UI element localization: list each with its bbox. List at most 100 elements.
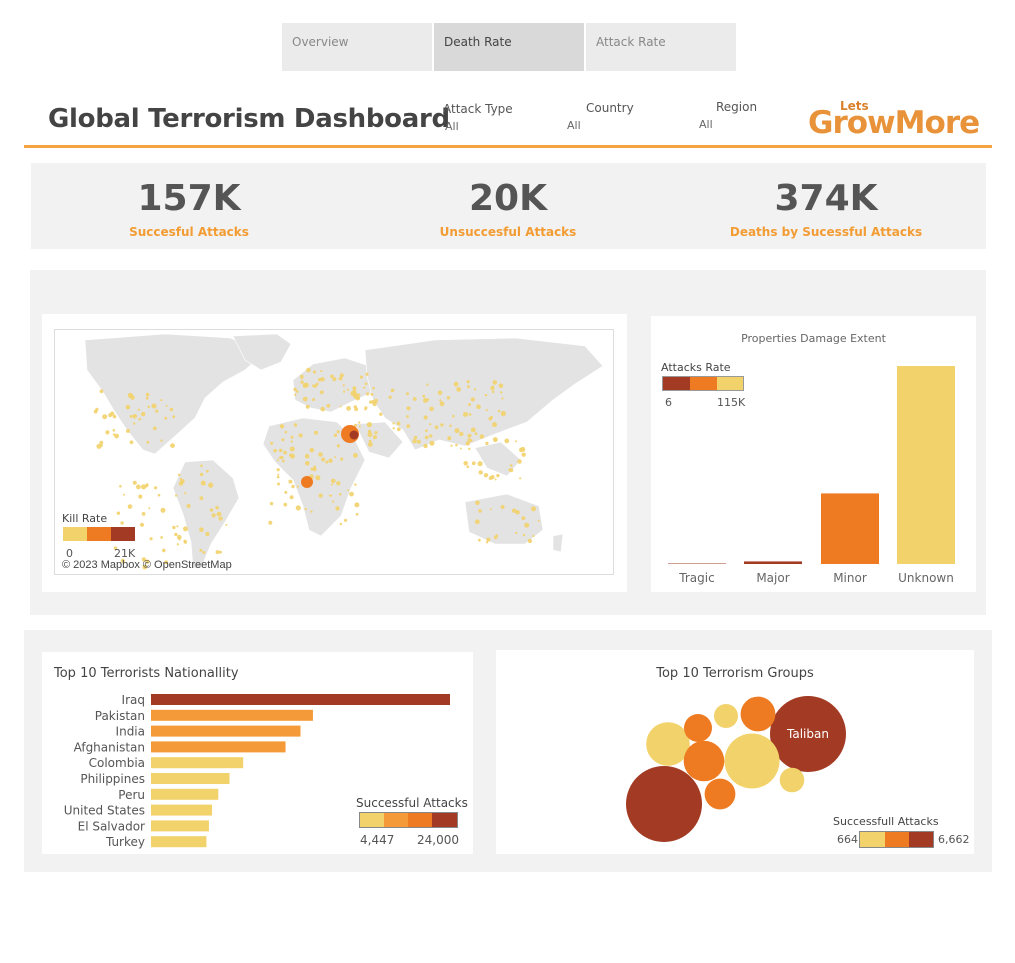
map-incident-dot: [305, 404, 310, 409]
map-incident-dot: [434, 425, 439, 430]
filter-country-value[interactable]: All: [567, 119, 581, 132]
kpi-unsuccessful-attacks: 20K Unsuccesful Attacks: [358, 179, 658, 240]
group-bubble[interactable]: [724, 733, 780, 789]
tab-attack-rate[interactable]: Attack Rate: [586, 23, 736, 71]
kpi-panel: 157K Succesful Attacks 20K Unsuccesful A…: [31, 163, 986, 249]
map-incident-dot: [276, 468, 280, 472]
map-incident-dot: [492, 422, 497, 428]
map-incident-dot: [331, 478, 336, 484]
map-incident-dot: [138, 494, 143, 499]
map-incident-dot: [491, 390, 495, 393]
nationality-label: India: [116, 725, 145, 739]
map-incident-dot: [177, 534, 182, 540]
damage-legend-title: Attacks Rate: [661, 361, 731, 374]
map-incident-dot: [459, 447, 462, 450]
nationality-bar[interactable]: [151, 773, 230, 784]
map-incident-dot: [145, 559, 150, 564]
nationality-bar[interactable]: [151, 820, 209, 832]
map-incident-dot: [339, 405, 342, 408]
map-incident-dot: [446, 396, 451, 400]
map-incident-dot: [504, 438, 510, 444]
map-incident-dot: [141, 512, 146, 516]
group-bubble[interactable]: [646, 722, 690, 766]
nationality-bar[interactable]: [151, 804, 213, 816]
map-incident-dot: [320, 406, 326, 412]
group-bubble[interactable]: [684, 714, 712, 742]
map-incident-dot: [429, 434, 433, 438]
group-bubble[interactable]: [626, 766, 702, 842]
map-incident-dot: [468, 403, 471, 407]
nationality-bar[interactable]: [151, 725, 301, 737]
map-incident-dot: [338, 493, 342, 496]
map-incident-dot: [162, 548, 166, 553]
map-incident-dot: [374, 398, 378, 403]
nationality-bar[interactable]: [151, 836, 207, 848]
map-incident-dot: [406, 392, 409, 396]
legend-swatch-mid: [690, 377, 717, 390]
map-incident-dot: [364, 382, 368, 386]
group-bubble[interactable]: [779, 767, 805, 793]
map-incident-dot: [439, 401, 445, 407]
map-attribution: © 2023 Mapbox © OpenStreetMap: [62, 559, 232, 571]
damage-bar-major[interactable]: [744, 561, 802, 564]
group-bubble[interactable]: [683, 740, 725, 782]
map-incident-dot: [315, 382, 319, 386]
map-incident-dot: [474, 432, 478, 436]
map-incident-dot: [406, 424, 411, 428]
damage-bar-minor[interactable]: [821, 493, 879, 564]
map-incident-dot: [309, 447, 315, 453]
world-map[interactable]: [54, 329, 614, 575]
tab-overview[interactable]: Overview: [282, 23, 432, 71]
map-incident-dot: [355, 512, 359, 516]
map-incident-dot: [477, 461, 483, 467]
filter-region-value[interactable]: All: [699, 118, 713, 131]
map-incident-dot: [354, 423, 357, 427]
legend-swatch-dark: [663, 377, 690, 390]
group-bubble[interactable]: [704, 778, 736, 810]
damage-bar-tragic[interactable]: [668, 563, 726, 565]
nationality-bar[interactable]: [151, 788, 219, 800]
map-incident-dot: [321, 457, 326, 462]
map-incident-dot: [119, 484, 122, 488]
map-incident-dot: [332, 500, 335, 503]
map-incident-dot: [336, 444, 340, 448]
map-incident-dot: [320, 370, 323, 373]
map-incident-dot: [339, 522, 343, 526]
map-incident-dot: [160, 507, 166, 513]
map-incident-dot: [470, 427, 476, 433]
map-incident-dot: [354, 407, 359, 412]
map-incident-dot: [474, 519, 480, 525]
map-incident-dot: [216, 511, 222, 517]
nationality-label: El Salvador: [78, 819, 145, 833]
map-incident-dot: [225, 523, 228, 526]
nationality-bar[interactable]: [151, 694, 450, 705]
map-incident-dot: [206, 469, 209, 473]
map-incident-dot: [515, 440, 517, 443]
nationality-label: Afghanistan: [74, 740, 145, 754]
map-incident-dot: [521, 516, 526, 521]
map-incident-dot: [372, 386, 375, 390]
group-bubble[interactable]: [740, 696, 776, 732]
filter-region-label: Region: [716, 100, 758, 114]
tab-death-rate[interactable]: Death Rate: [434, 23, 584, 71]
map-incident-dot: [157, 493, 161, 497]
map-incident-dot: [130, 395, 135, 400]
map-incident-dot: [349, 491, 354, 497]
damage-extent-card: Properties Damage Extent Attacks Rate 6 …: [651, 316, 976, 592]
nationality-legend-max: 24,000: [417, 833, 459, 847]
damage-bar-unknown[interactable]: [897, 366, 955, 564]
nationality-bar[interactable]: [151, 757, 244, 769]
filter-attack-type-value[interactable]: All: [445, 120, 459, 133]
map-incident-dot: [463, 411, 468, 417]
map-incident-dot: [200, 480, 206, 486]
map-incident-dot: [328, 458, 333, 463]
group-bubble[interactable]: [714, 704, 738, 728]
map-incident-dot: [177, 473, 181, 477]
nationality-bar[interactable]: [151, 741, 286, 753]
map-incident-dot: [427, 398, 430, 401]
nationality-bar[interactable]: [151, 709, 313, 721]
map-incident-dot: [145, 396, 149, 400]
map-incident-dot: [367, 432, 373, 437]
group-bubble[interactable]: [770, 696, 846, 772]
map-incident-dot: [455, 443, 458, 447]
